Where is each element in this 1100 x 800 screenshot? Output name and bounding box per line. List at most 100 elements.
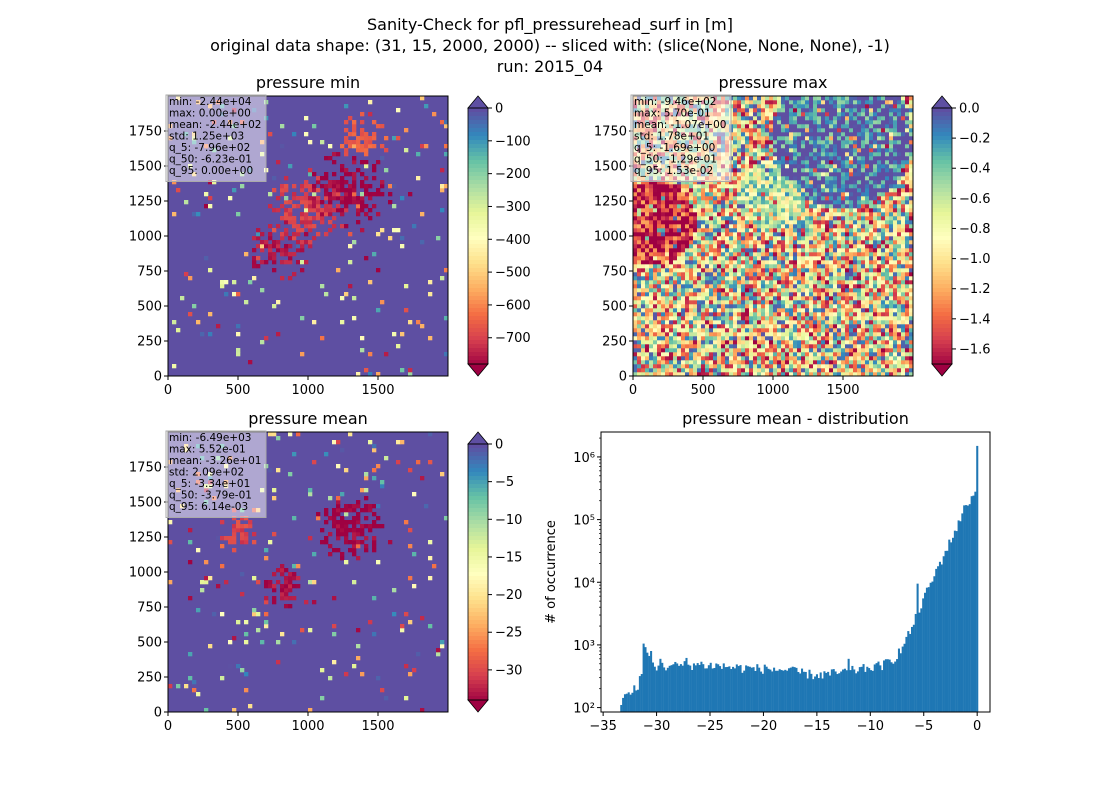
heatmap-cell bbox=[741, 172, 746, 177]
heatmap-cell bbox=[725, 368, 730, 373]
heatmap-cell bbox=[733, 132, 738, 137]
heatmap-cell bbox=[785, 200, 790, 205]
heatmap-cell bbox=[677, 228, 682, 233]
heatmap-cell bbox=[697, 360, 702, 365]
heatmap-cell bbox=[825, 340, 830, 345]
heatmap-cell bbox=[729, 216, 734, 221]
heatmap-cell bbox=[653, 356, 658, 361]
heatmap-cell bbox=[689, 268, 694, 273]
heatmap-cell bbox=[817, 220, 822, 225]
heatmap-cell bbox=[777, 212, 782, 217]
heatmap-cell bbox=[236, 292, 241, 297]
heatmap-cell bbox=[773, 188, 778, 193]
heatmap-cell bbox=[773, 140, 778, 145]
heatmap-cell bbox=[256, 244, 261, 249]
heatmap-cell bbox=[773, 240, 778, 245]
heatmap-cell bbox=[877, 324, 882, 329]
heatmap-cell bbox=[845, 304, 850, 309]
heatmap-cell bbox=[661, 180, 666, 185]
heatmap-cell bbox=[729, 280, 734, 285]
heatmap-cell bbox=[809, 300, 814, 305]
heatmap-cell bbox=[813, 348, 818, 353]
heatmap-cell bbox=[817, 236, 822, 241]
heatmap-cell bbox=[657, 328, 662, 333]
heatmap-cell bbox=[745, 100, 750, 105]
heatmap-cell bbox=[789, 108, 794, 113]
heatmap-cell bbox=[737, 172, 742, 177]
heatmap-cell bbox=[793, 224, 798, 229]
heatmap-cell bbox=[829, 112, 834, 117]
heatmap-cell bbox=[793, 112, 798, 117]
heatmap-cell bbox=[789, 168, 794, 173]
heatmap-cell bbox=[741, 208, 746, 213]
heatmap-cell bbox=[681, 348, 686, 353]
heatmap-cell bbox=[873, 192, 878, 197]
heatmap-cell bbox=[697, 248, 702, 253]
heatmap-cell bbox=[781, 344, 786, 349]
heatmap-cell bbox=[877, 148, 882, 153]
heatmap-cell bbox=[633, 280, 638, 285]
heatmap-cell bbox=[869, 176, 874, 181]
heatmap-cell bbox=[773, 248, 778, 253]
heatmap-cell bbox=[749, 292, 754, 297]
heatmap-cell bbox=[869, 232, 874, 237]
heatmap-cell bbox=[837, 96, 842, 101]
heatmap-cell bbox=[633, 292, 638, 297]
heatmap-cell bbox=[833, 104, 838, 109]
heatmap-cell bbox=[829, 368, 834, 373]
heatmap-cell bbox=[268, 248, 273, 253]
heatmap-cell bbox=[817, 104, 822, 109]
heatmap-cell bbox=[733, 352, 738, 357]
heatmap-cell bbox=[717, 260, 722, 265]
heatmap-cell bbox=[721, 364, 726, 369]
heatmap-cell bbox=[713, 180, 718, 185]
heatmap-cell bbox=[741, 352, 746, 357]
heatmap-cell bbox=[761, 252, 766, 257]
heatmap-cell bbox=[324, 232, 329, 237]
heatmap-cell bbox=[797, 368, 802, 373]
heatmap-cell bbox=[673, 196, 678, 201]
heatmap-cell bbox=[837, 140, 842, 145]
heatmap-cell bbox=[717, 248, 722, 253]
heatmap-cell bbox=[841, 140, 846, 145]
heatmap-cell bbox=[801, 260, 806, 265]
heatmap-cell bbox=[757, 96, 762, 101]
heatmap-cell bbox=[340, 180, 345, 185]
y-tick-label: 1000 bbox=[129, 230, 162, 245]
heatmap-cell bbox=[809, 140, 814, 145]
heatmap-cell bbox=[769, 168, 774, 173]
heatmap-cell bbox=[268, 132, 273, 137]
heatmap-cell bbox=[877, 228, 882, 233]
heatmap-cell bbox=[809, 312, 814, 317]
heatmap-cell bbox=[661, 260, 666, 265]
heatmap-cell bbox=[653, 364, 658, 369]
heatmap-cell bbox=[260, 260, 265, 265]
heatmap-cell bbox=[817, 196, 822, 201]
heatmap-cell bbox=[689, 256, 694, 261]
heatmap-cell bbox=[637, 228, 642, 233]
colorbar-segment bbox=[468, 212, 488, 217]
heatmap-cell bbox=[829, 356, 834, 361]
heatmap-cell bbox=[645, 228, 650, 233]
heatmap-cell bbox=[805, 276, 810, 281]
heatmap-cell bbox=[849, 340, 854, 345]
heatmap-cell bbox=[681, 308, 686, 313]
heatmap-cell bbox=[705, 324, 710, 329]
heatmap-cell bbox=[701, 308, 706, 313]
heatmap-cell bbox=[833, 368, 838, 373]
heatmap-cell bbox=[693, 244, 698, 249]
heatmap-cell bbox=[721, 372, 726, 377]
heatmap-cell bbox=[713, 352, 718, 357]
heatmap-cell bbox=[420, 212, 425, 217]
heatmap-cell bbox=[749, 268, 754, 273]
heatmap-cell bbox=[761, 336, 766, 341]
heatmap-cell bbox=[805, 160, 810, 165]
heatmap-cell bbox=[657, 284, 662, 289]
heatmap-cell bbox=[837, 152, 842, 157]
heatmap-cell bbox=[693, 264, 698, 269]
heatmap-cell bbox=[809, 288, 814, 293]
heatmap-cell bbox=[737, 168, 742, 173]
heatmap-cell bbox=[677, 280, 682, 285]
heatmap-cell bbox=[845, 192, 850, 197]
heatmap-cell bbox=[757, 324, 762, 329]
